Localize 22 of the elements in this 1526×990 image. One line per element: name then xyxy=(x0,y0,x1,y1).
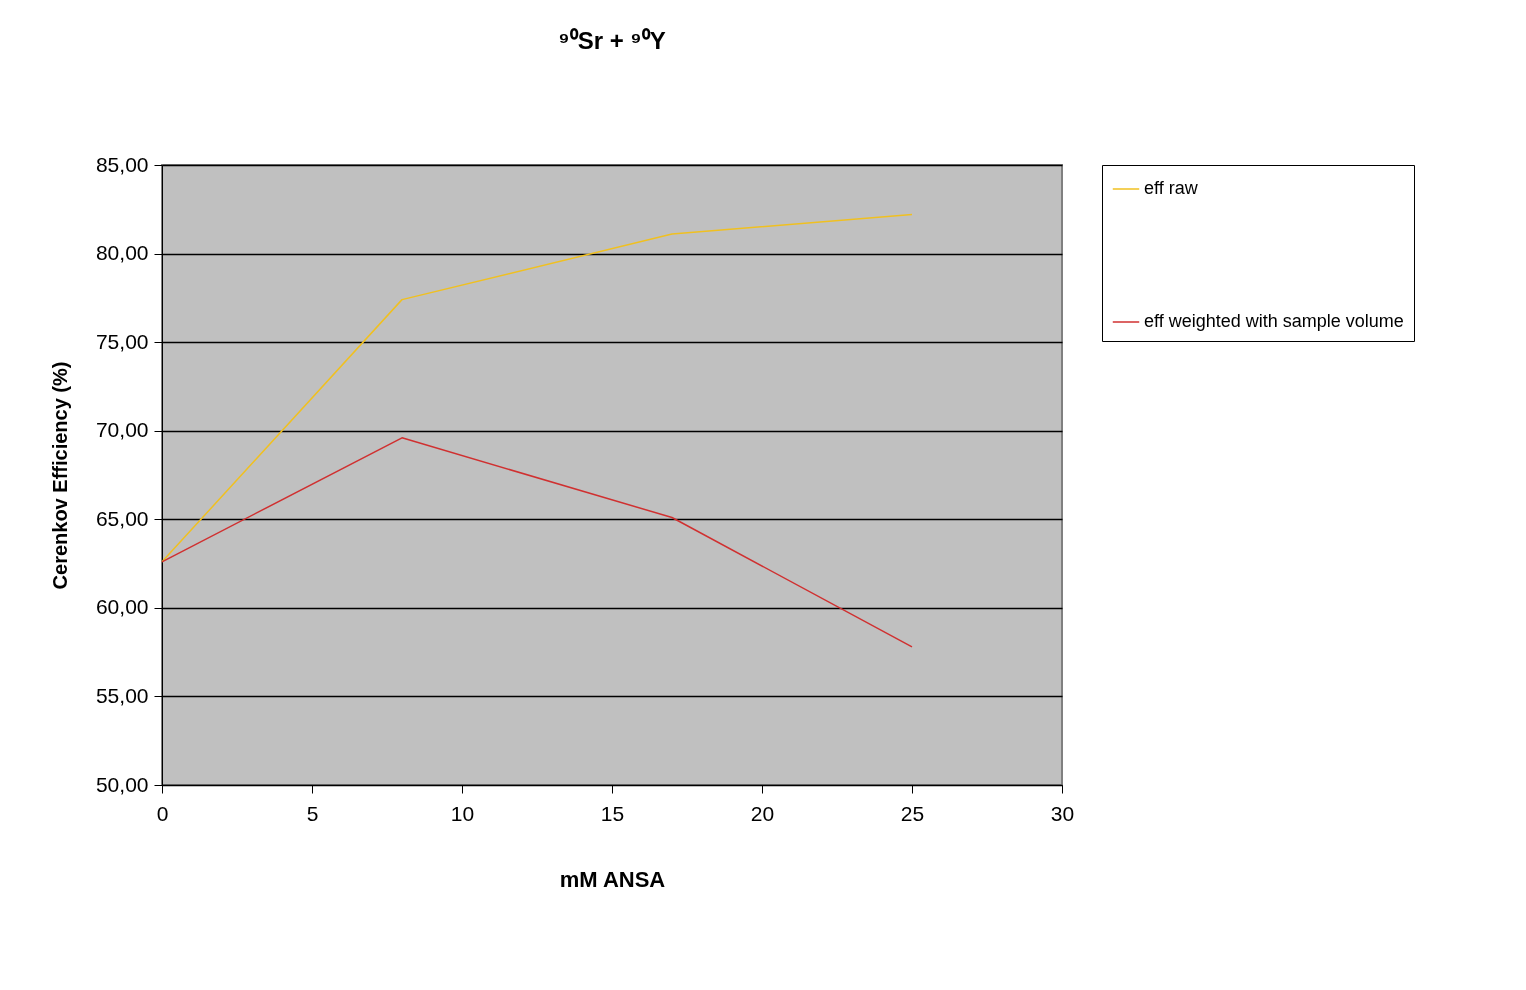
x-tick-label: 10 xyxy=(450,801,475,825)
y-axis-title: Cerenkov Efficiency (%) xyxy=(48,361,71,590)
x-tick-label: 25 xyxy=(900,801,925,825)
y-tick-label: 60,00 xyxy=(95,595,149,619)
y-tick-label: 70,00 xyxy=(95,418,149,442)
chart-title: ⁹⁰Sr + ⁹⁰Y xyxy=(558,27,666,54)
x-tick-label: 0 xyxy=(156,801,169,825)
line-series xyxy=(161,437,913,648)
x-tick-label: 30 xyxy=(1050,801,1075,825)
x-tick-label: 20 xyxy=(750,801,775,825)
y-tick-label: 50,00 xyxy=(95,772,149,796)
x-tick-label: 15 xyxy=(600,801,625,825)
y-tick-label: 75,00 xyxy=(95,329,149,353)
line-series xyxy=(161,213,913,563)
legend-label: eff raw xyxy=(1144,178,1199,198)
y-tick-label: 65,00 xyxy=(95,506,149,530)
x-axis-title: mM ANSA xyxy=(559,866,666,892)
y-tick-label: 55,00 xyxy=(95,683,149,707)
legend-label: eff weighted with sample volume xyxy=(1144,311,1404,331)
x-tick-label: 5 xyxy=(306,801,319,825)
y-tick-label: 80,00 xyxy=(95,241,149,265)
y-tick-label: 85,00 xyxy=(95,152,149,176)
